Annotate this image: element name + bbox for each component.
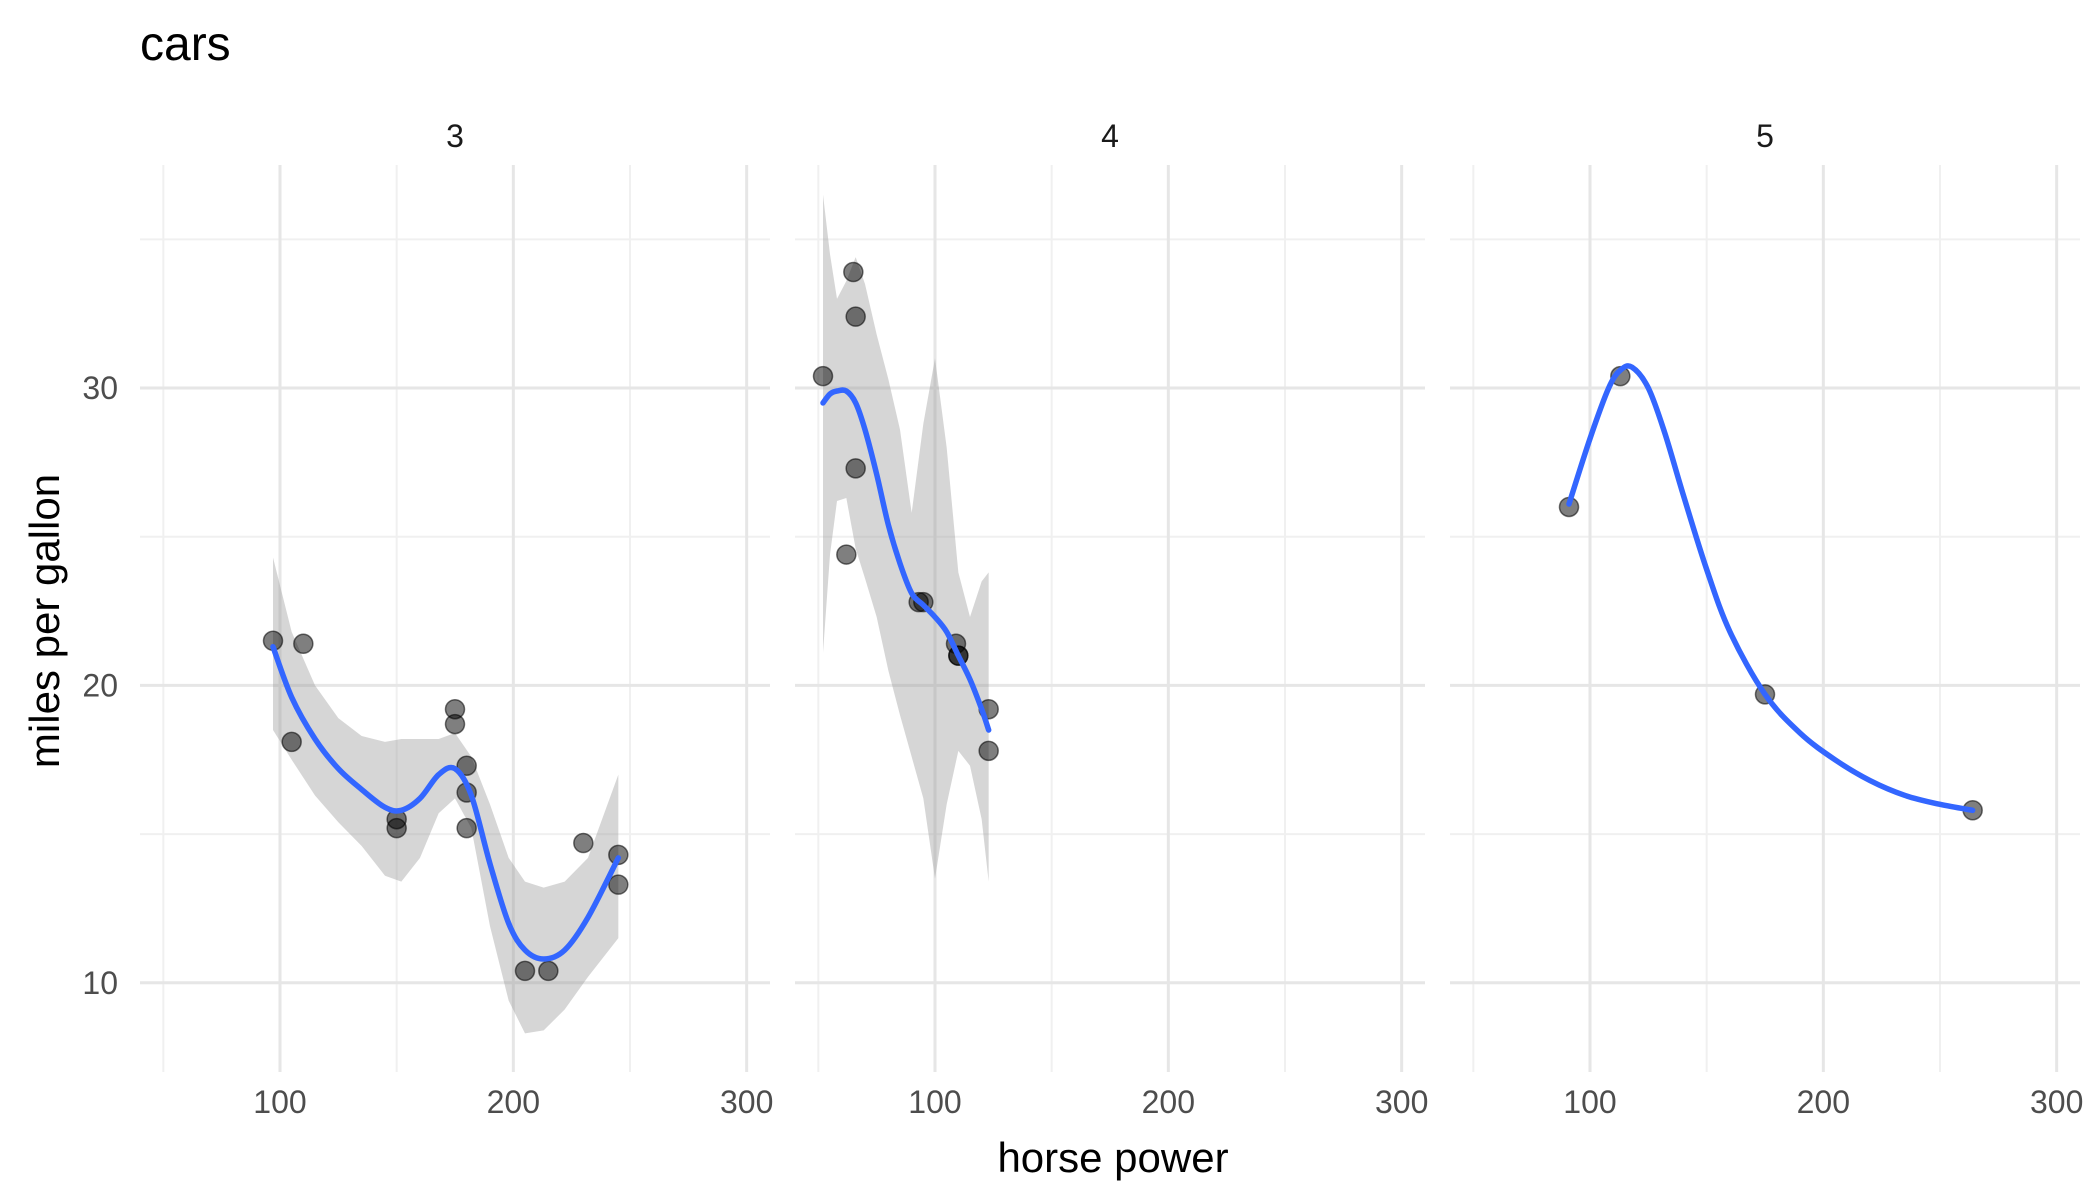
data-point xyxy=(538,960,559,982)
data-point xyxy=(836,544,857,565)
y-tick-label: 30 xyxy=(82,370,118,406)
data-point xyxy=(845,306,866,327)
x-tick-label: 200 xyxy=(487,1084,540,1120)
y-axis-label: miles per gallon xyxy=(21,474,68,768)
data-point xyxy=(845,458,866,479)
data-point xyxy=(978,740,999,762)
facet-panels: 3 100 200 300 4 100 200 300 5 100 200 300 xyxy=(140,118,2083,1120)
data-point xyxy=(812,365,834,387)
facet-strip-label: 5 xyxy=(1756,118,1774,154)
x-tick-label: 100 xyxy=(908,1084,961,1120)
chart-title: cars xyxy=(140,18,231,71)
data-point xyxy=(456,817,477,839)
x-axis-label: horse power xyxy=(997,1134,1228,1181)
data-point xyxy=(456,755,477,776)
x-tick-label: 300 xyxy=(2030,1084,2083,1120)
data-point xyxy=(608,874,629,895)
data-point xyxy=(514,960,536,982)
data-point xyxy=(281,731,302,753)
data-point xyxy=(843,261,864,283)
y-tick-label: 20 xyxy=(82,667,118,703)
smooth-line xyxy=(1566,363,1976,814)
y-tick-label: 10 xyxy=(82,965,118,1001)
data-point xyxy=(386,817,407,839)
x-tick-label: 100 xyxy=(1563,1084,1616,1120)
facet-panel-5: 5 100 200 300 xyxy=(1450,118,2083,1120)
facet-panel-3: 3 100 200 300 xyxy=(140,118,773,1120)
data-point xyxy=(444,713,466,735)
confidence-band xyxy=(823,194,989,882)
smooth-line xyxy=(820,387,992,733)
data-point xyxy=(608,844,629,866)
facet-strip-label: 3 xyxy=(446,118,464,154)
data-point xyxy=(293,633,314,655)
smooth-line xyxy=(270,644,622,962)
facet-panel-4: 4 100 200 300 xyxy=(795,118,1428,1120)
x-tick-label: 300 xyxy=(720,1084,773,1120)
facet-strip-label: 4 xyxy=(1101,118,1119,154)
x-tick-label: 100 xyxy=(253,1084,306,1120)
y-axis-ticks: 10 20 30 xyxy=(82,370,118,1001)
x-tick-label: 200 xyxy=(1797,1084,1850,1120)
confidence-band xyxy=(273,557,619,1034)
x-tick-label: 200 xyxy=(1142,1084,1195,1120)
data-point xyxy=(573,832,594,854)
x-tick-label: 300 xyxy=(1375,1084,1428,1120)
